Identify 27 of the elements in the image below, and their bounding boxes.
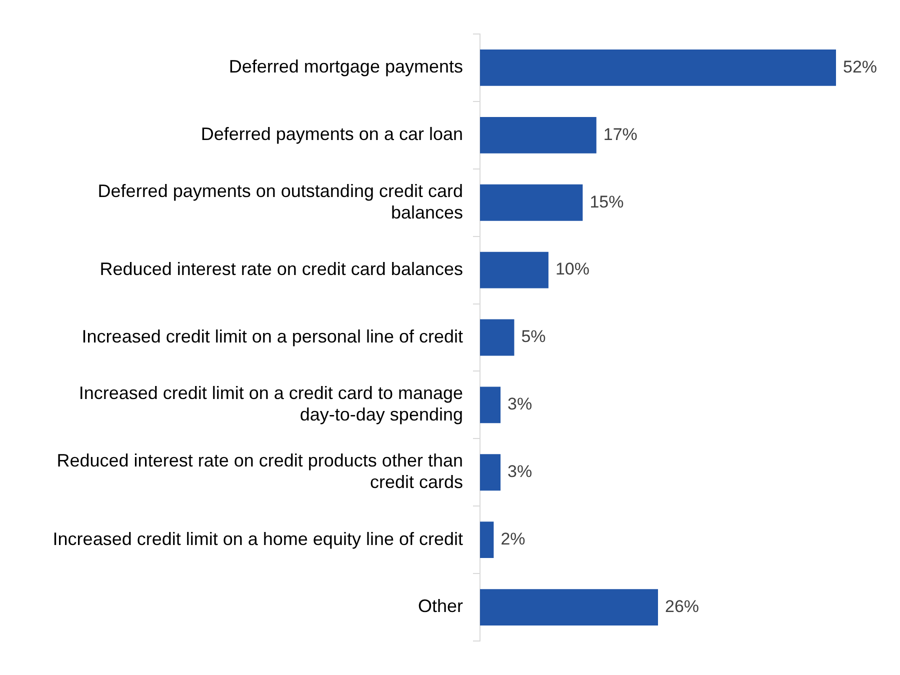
bar [480, 454, 501, 491]
y-tick-label: Deferred payments on outstanding credit card balances [98, 180, 463, 222]
y-tick-label: Deferred mortgage payments [228, 56, 463, 77]
y-tick-label: Reduced interest rate on credit products other than credit cards [56, 450, 463, 492]
data-label: 5% [521, 327, 546, 346]
y-tick-label: Other [418, 596, 463, 616]
data-label: 3% [508, 394, 532, 414]
bar [480, 50, 836, 86]
y-tick-label: Deferred payments on a car loan [200, 124, 463, 144]
y-tick-label: Increased credit limit on a home equity line of credit [52, 528, 463, 549]
data-label: 3% [508, 462, 532, 482]
y-tick-label: Increased credit limit on a credit card to manage day-to-day spending [78, 383, 463, 425]
data-label: 10% [555, 260, 590, 279]
y-tick-label: Reduced interest rate on credit card balances [100, 259, 463, 280]
data-label: 2% [500, 530, 526, 549]
data-label: 26% [665, 596, 700, 616]
data-label: 15% [590, 192, 624, 212]
bar [480, 589, 658, 626]
bar [480, 386, 501, 424]
bar [480, 184, 583, 221]
bar [480, 522, 494, 558]
y-tick-label: Increased credit limit on a personal line of credit [82, 326, 463, 346]
bar [480, 116, 596, 154]
bar [480, 252, 548, 288]
data-label: 17% [603, 124, 638, 144]
data-label: 52% [843, 57, 878, 76]
bar [480, 319, 514, 356]
